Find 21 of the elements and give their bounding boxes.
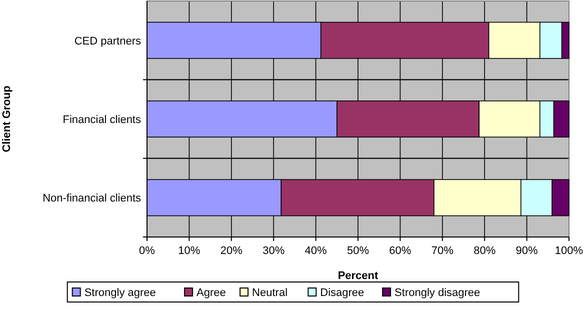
x-tick-label: 90%	[516, 245, 538, 257]
x-tick-label: 20%	[220, 245, 243, 257]
x-tick-label: 70%	[431, 245, 454, 257]
legend-label: Disagree	[320, 287, 364, 299]
x-tick-label: 50%	[346, 245, 370, 257]
x-tick-label: 0%	[139, 245, 156, 257]
y-tick-label: CED partners	[74, 35, 142, 48]
y-axis-title: Client Group	[1, 85, 13, 152]
x-tick-label: 100%	[554, 245, 584, 257]
x-axis-title: Percent	[338, 270, 379, 282]
y-tick-label: Non-financial clients	[42, 192, 142, 205]
x-tick-label: 30%	[262, 245, 285, 257]
y-tick-label: Financial clients	[62, 114, 142, 126]
x-tick-label: 40%	[304, 245, 328, 257]
legend-label: Strongly disagree	[394, 287, 480, 299]
legend-label: Strongly agree	[84, 287, 156, 299]
x-tick-label: 60%	[389, 245, 412, 257]
x-tick-label: 10%	[178, 245, 200, 257]
legend-label: Neutral	[252, 287, 288, 299]
x-tick-label: 80%	[474, 245, 496, 257]
legend-label: Agree	[196, 287, 226, 299]
